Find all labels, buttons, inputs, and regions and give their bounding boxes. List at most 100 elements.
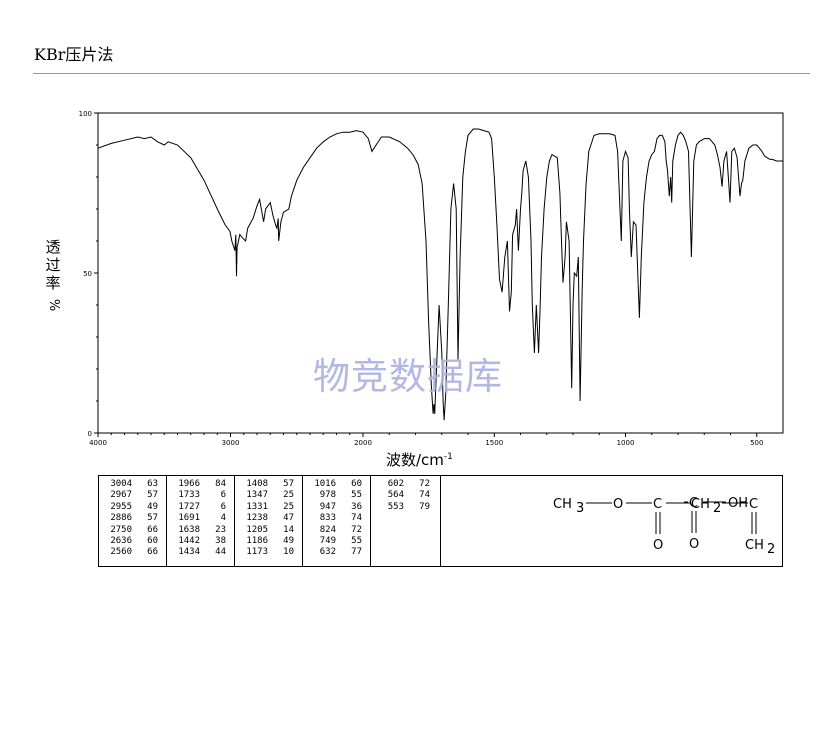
peak-transmittance: 55 (351, 536, 362, 547)
spectrum-line (97, 128, 783, 421)
peak-transmittance: 60 (147, 536, 158, 547)
y-tick-label-0: 0 (88, 430, 92, 438)
y-axis-unit: % (45, 298, 61, 312)
struct-ch2b-sub: 2 (767, 542, 775, 557)
peak-row: 564 74 (371, 490, 440, 501)
struct-c3: C (689, 496, 698, 511)
peak-transmittance: 10 (283, 547, 294, 558)
page-title: KBr压片法 (34, 45, 114, 64)
peak-row: 1733 6 (167, 490, 234, 501)
struct-ch2a: CH (691, 497, 710, 512)
structure-formula: CH 3 O C O CH 2 C CH 2 (553, 497, 775, 557)
peak-transmittance: 60 (351, 479, 362, 489)
watermark: 物竞数据库 (313, 355, 503, 398)
peak-row: 1347 25 (235, 490, 302, 501)
peak-transmittance: 66 (147, 524, 158, 535)
peak-transmittance: 63 (147, 479, 158, 489)
peak-wavenumber: 824 (319, 524, 336, 535)
peak-transmittance: 14 (283, 524, 294, 535)
peak-wavenumber: 2886 (110, 513, 132, 524)
peak-row: 602 72 (371, 479, 440, 490)
peak-column: 602 72 564 74 553 79 (371, 476, 441, 566)
x-axis-label-exponent: -1 (443, 452, 453, 462)
peak-transmittance: 74 (351, 513, 362, 524)
x-tick-label-1500: 1500 (485, 439, 503, 447)
x-axis-title: 波数/cm-1 (386, 449, 453, 470)
peak-wavenumber: 749 (319, 536, 336, 547)
peak-transmittance: 49 (283, 536, 294, 547)
peak-wavenumber: 833 (319, 513, 336, 524)
peak-row: 1408 57 (235, 479, 302, 490)
axis-tick-labels: 4000 3000 2000 1500 1000 500 0 50 100 (79, 110, 764, 447)
struct-carbonyl-o1: O (653, 538, 663, 553)
struct-ch3: CH (553, 497, 572, 512)
peak-wavenumber: 2955 (110, 501, 132, 512)
structure-spacer (782, 476, 783, 477)
peak-wavenumber: 2750 (110, 524, 132, 535)
peak-row: 824 72 (303, 525, 370, 536)
peak-row: 1331 25 (235, 502, 302, 513)
x-axis-label: 波数/cm (386, 451, 444, 469)
peak-row: 833 74 (303, 513, 370, 524)
peak-transmittance: 57 (283, 479, 294, 489)
peak-transmittance: 57 (147, 490, 158, 501)
peak-wavenumber: 2636 (110, 536, 132, 547)
x-tick-label-3000: 3000 (222, 439, 240, 447)
peak-transmittance: 25 (283, 501, 294, 512)
peak-wavenumber: 1442 (178, 536, 200, 547)
peak-column: 1966 84 1733 6 1727 6 1691 4 1638 23 1442 38 1434 44 (167, 476, 235, 566)
peak-row: 1691 4 (167, 513, 234, 524)
peak-transmittance: 6 (220, 501, 226, 512)
peak-row: 749 55 (303, 536, 370, 547)
peak-wavenumber: 1016 (314, 479, 336, 489)
y-axis-label: 透过率 (45, 238, 61, 292)
peak-row: 2955 49 (99, 502, 166, 513)
peak-data-panel: 3004 63 2967 57 2955 49 2886 57 2750 66 2636 60 2560… (98, 475, 783, 567)
peak-wavenumber: 1966 (178, 479, 200, 489)
x-tick-label-1000: 1000 (617, 439, 635, 447)
peak-wavenumber: 553 (387, 501, 404, 512)
peak-transmittance: 38 (215, 536, 226, 547)
peak-wavenumber: 1408 (246, 479, 268, 489)
peak-transmittance: 72 (419, 479, 430, 489)
peak-wavenumber: 2967 (110, 490, 132, 501)
struct-ch3-sub: 3 (576, 501, 584, 516)
peak-row: 2886 57 (99, 513, 166, 524)
peak-wavenumber: 1733 (178, 490, 200, 501)
peak-wavenumber: 1691 (178, 513, 200, 524)
structure-formula-tail: C O OH (684, 496, 748, 552)
peak-row: 947 36 (303, 502, 370, 513)
peak-transmittance: 84 (215, 479, 226, 489)
peak-wavenumber: 632 (319, 547, 336, 558)
peak-wavenumber: 1205 (246, 524, 268, 535)
peak-transmittance: 55 (351, 490, 362, 501)
peak-row: 1638 23 (167, 525, 234, 536)
peak-transmittance: 77 (351, 547, 362, 558)
peak-row: 2636 60 (99, 536, 166, 547)
peak-wavenumber: 1238 (246, 513, 268, 524)
y-axis-title: 透过率 % (44, 238, 62, 314)
struct-c2: C (749, 497, 758, 512)
struct-ch2a-sub: 2 (713, 501, 721, 516)
peak-wavenumber: 3004 (110, 479, 132, 489)
struct-ch2b: CH (745, 538, 764, 553)
struct-oh: OH (728, 496, 748, 511)
peak-wavenumber: 1331 (246, 501, 268, 512)
peak-column: 3004 63 2967 57 2955 49 2886 57 2750 66 2636 60 2560… (99, 476, 167, 566)
struct-o1: O (613, 497, 623, 512)
peak-row: 1016 60 (303, 479, 370, 490)
peak-transmittance: 25 (283, 490, 294, 501)
peak-transmittance: 23 (215, 524, 226, 535)
peak-row: 1442 38 (167, 536, 234, 547)
axis-ticks (94, 112, 758, 437)
peak-row: 1727 6 (167, 502, 234, 513)
peak-row: 1434 44 (167, 547, 234, 558)
peak-row: 1238 47 (235, 513, 302, 524)
peak-wavenumber: 2560 (110, 547, 132, 558)
peak-wavenumber: 1727 (178, 501, 200, 512)
x-tick-label-500: 500 (750, 439, 763, 447)
x-tick-label-4000: 4000 (89, 439, 107, 447)
y-tick-label-100: 100 (79, 110, 92, 118)
peak-column: 1408 57 1347 25 1331 25 1238 47 1205 14 1186 49 1173… (235, 476, 303, 566)
peak-transmittance: 74 (419, 490, 430, 501)
